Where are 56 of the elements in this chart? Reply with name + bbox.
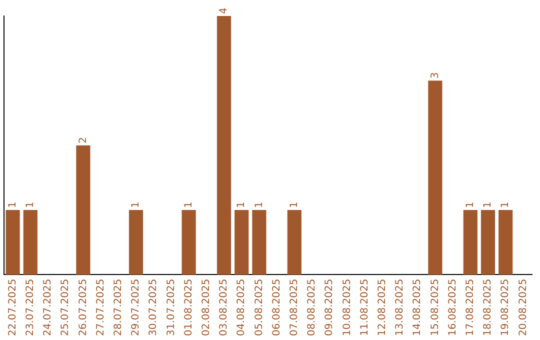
x-tick-label: 11.08.2025 (359, 278, 370, 336)
x-tick-label: 14.08.2025 (412, 278, 424, 336)
bar (128, 210, 144, 275)
x-tick-label: 16.08.2025 (447, 278, 458, 336)
x-tick-label: 08.08.2025 (306, 278, 318, 336)
x-tick-label: 02.08.2025 (200, 278, 212, 336)
bar (234, 210, 249, 275)
x-tick-label: 09.08.2025 (324, 278, 336, 336)
x-tick-label: 23.07.2025 (24, 278, 36, 336)
x-tick-label: 31.07.2025 (166, 278, 177, 336)
x-tick-label: 07.08.2025 (288, 278, 300, 336)
bar (428, 80, 442, 275)
x-tick-label: 06.08.2025 (271, 278, 282, 336)
data-label: 3 (430, 72, 441, 79)
data-label: 1 (7, 202, 18, 208)
data-label: 2 (78, 136, 89, 144)
bar (6, 210, 20, 275)
data-label: 1 (288, 202, 300, 208)
x-tick-label: 17.08.2025 (464, 278, 476, 336)
data-label: 1 (254, 202, 265, 208)
bar (480, 210, 496, 275)
bar (182, 210, 196, 275)
x-tick-label: 28.07.2025 (112, 278, 124, 336)
data-label: 1 (482, 202, 494, 208)
x-tick-label: 24.07.2025 (42, 278, 54, 336)
x-tick-label: 05.08.2025 (254, 278, 265, 336)
bar (76, 145, 90, 275)
x-tick-label: 27.07.2025 (95, 278, 106, 336)
x-tick-label: 19.08.2025 (500, 278, 512, 336)
bar (216, 16, 232, 275)
x-tick-label: 01.08.2025 (183, 278, 194, 336)
bar (498, 210, 513, 275)
x-tick-label: 03.08.2025 (218, 278, 230, 336)
x-tick-label: 20.08.2025 (518, 278, 529, 336)
data-label: 1 (464, 202, 476, 208)
bar (252, 210, 266, 275)
data-label: 1 (500, 202, 512, 208)
data-label: 1 (24, 202, 36, 208)
data-label: 4 (218, 8, 230, 14)
data-label: 1 (236, 202, 248, 208)
x-tick-label: 15.08.2025 (430, 278, 441, 336)
bar (463, 210, 478, 275)
bar (23, 210, 38, 275)
x-tick-label: 25.07.2025 (60, 278, 72, 336)
x-tick-label: 10.08.2025 (342, 278, 353, 336)
x-tick-label: 12.08.2025 (376, 278, 388, 336)
x-tick-label: 22.07.2025 (7, 278, 18, 336)
x-tick-label: 30.07.2025 (148, 278, 160, 336)
x-tick-label: 04.08.2025 (236, 278, 248, 336)
x-tick-label: 13.08.2025 (394, 278, 406, 336)
x-tick-label: 26.07.2025 (78, 278, 89, 336)
bar (287, 210, 302, 275)
data-label: 1 (183, 202, 194, 208)
x-tick-label: 18.08.2025 (482, 278, 494, 336)
x-tick-label: 29.07.2025 (130, 278, 142, 336)
data-label: 1 (130, 202, 142, 208)
